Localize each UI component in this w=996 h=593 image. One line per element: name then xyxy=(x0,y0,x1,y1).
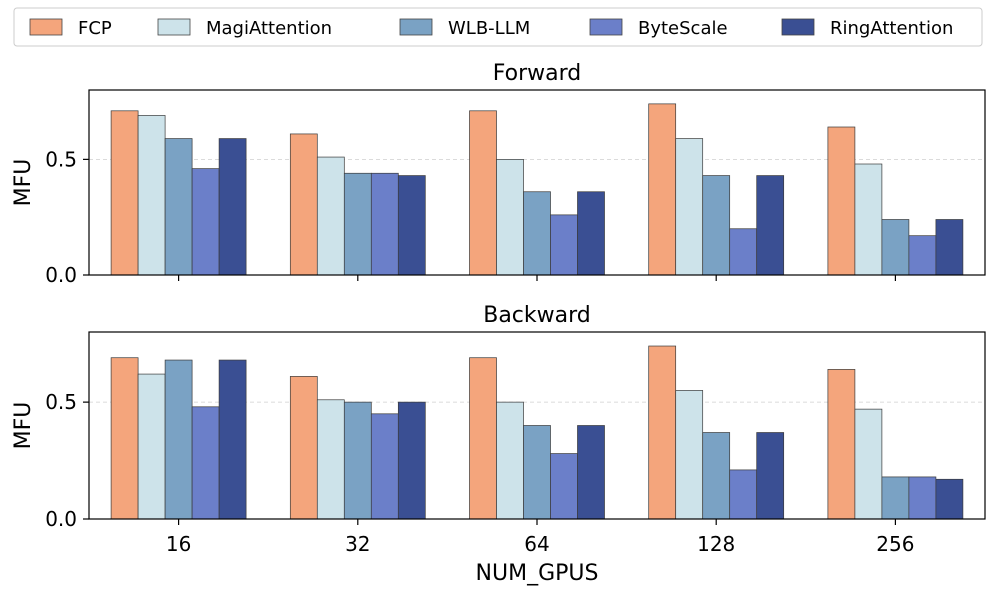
bar-ringattention-32 xyxy=(397,401,426,520)
panel-title: Forward xyxy=(493,61,581,86)
legend-entry-bytescale: ByteScale xyxy=(638,18,728,39)
bar-wlb-llm-256 xyxy=(881,219,910,276)
x-tick-label-256: 256 xyxy=(876,532,914,556)
bar-fcp-32 xyxy=(289,376,318,520)
bar-ringattention-64 xyxy=(577,425,605,520)
bar-fcp-256 xyxy=(827,369,856,520)
bar-magiattention-32 xyxy=(316,399,345,520)
bar-bytescale-128 xyxy=(729,228,758,276)
bar-ringattention-256 xyxy=(935,478,964,520)
y-tick-label: 0.5 xyxy=(45,390,77,414)
bar-wlb-llm-64 xyxy=(523,425,551,520)
bar-wlb-llm-16 xyxy=(164,359,193,520)
bar-magiattention-256 xyxy=(854,408,883,520)
legend-swatch-fcp xyxy=(29,18,63,36)
bar-fcp-128 xyxy=(648,345,677,520)
legend: FCP MagiAttention WLB-LLM ByteScale RingAtte… xyxy=(13,7,983,47)
legend-entry-fcp: FCP xyxy=(78,18,112,39)
panels: 0.0 0.5 Forward MFU 0.0 0.5 16 32 64 128 256 Backwa… xyxy=(11,61,986,556)
bar-wlb-llm-32 xyxy=(343,401,372,520)
bar-bytescale-16 xyxy=(191,406,220,520)
bar-fcp-64 xyxy=(469,110,497,276)
legend-swatch-bytescale xyxy=(589,18,623,36)
panel-backward: 0.0 0.5 16 32 64 128 256 Backward MFU xyxy=(11,303,986,556)
y-tick-label: 0.5 xyxy=(45,147,77,171)
x-tick-label-64: 64 xyxy=(524,532,549,556)
x-tick-label-16: 16 xyxy=(166,532,191,556)
bar-ringattention-32 xyxy=(397,175,426,276)
bar-fcp-128 xyxy=(648,103,677,276)
bar-magiattention-64 xyxy=(496,159,524,276)
bar-magiattention-128 xyxy=(675,138,704,276)
bar-wlb-llm-16 xyxy=(164,138,193,276)
bar-wlb-llm-32 xyxy=(343,172,372,276)
bar-magiattention-16 xyxy=(137,373,166,520)
x-tick-label-32: 32 xyxy=(345,532,370,556)
bar-bytescale-32 xyxy=(370,172,399,276)
legend-entry-magiattention: MagiAttention xyxy=(206,18,332,39)
bar-magiattention-32 xyxy=(316,156,345,276)
bar-fcp-256 xyxy=(827,126,856,276)
bar-bytescale-64 xyxy=(550,214,578,276)
panel-forward: 0.0 0.5 Forward MFU xyxy=(11,61,986,287)
legend-swatch-ringattention xyxy=(781,18,815,36)
bar-bytescale-16 xyxy=(191,168,220,276)
bar-wlb-llm-128 xyxy=(702,432,731,520)
legend-frame xyxy=(13,7,983,47)
bar-bytescale-256 xyxy=(908,235,937,276)
bar-fcp-16 xyxy=(110,110,139,276)
bar-ringattention-16 xyxy=(218,138,247,276)
bar-bytescale-64 xyxy=(550,453,578,520)
legend-entry-wlb-llm: WLB-LLM xyxy=(448,18,530,39)
bar-wlb-llm-256 xyxy=(881,476,910,520)
bar-ringattention-128 xyxy=(756,175,785,276)
bar-ringattention-64 xyxy=(577,191,605,276)
bar-ringattention-256 xyxy=(935,219,964,276)
bar-ringattention-128 xyxy=(756,432,785,520)
bar-ringattention-16 xyxy=(218,359,247,520)
panel-title: Backward xyxy=(483,303,591,328)
bar-wlb-llm-128 xyxy=(702,175,731,276)
x-tick-label-128: 128 xyxy=(697,532,735,556)
y-axis-label: MFU xyxy=(11,402,36,450)
bar-fcp-16 xyxy=(110,357,139,520)
bar-magiattention-16 xyxy=(137,115,166,276)
bar-bytescale-32 xyxy=(370,413,399,520)
bar-bytescale-128 xyxy=(729,469,758,520)
legend-swatch-magiattention xyxy=(157,18,191,36)
y-tick-label: 0.0 xyxy=(45,507,77,531)
bar-fcp-32 xyxy=(289,133,318,276)
legend-swatch-wlb-llm xyxy=(399,18,433,36)
bar-fcp-64 xyxy=(469,357,497,520)
bar-bytescale-256 xyxy=(908,476,937,520)
x-axis-label: NUM_GPUS xyxy=(476,561,599,586)
bar-magiattention-256 xyxy=(854,163,883,276)
bar-magiattention-128 xyxy=(675,390,704,520)
y-tick-label: 0.0 xyxy=(45,263,77,287)
bar-magiattention-64 xyxy=(496,401,524,520)
bar-wlb-llm-64 xyxy=(523,191,551,276)
y-axis-label: MFU xyxy=(11,159,36,207)
legend-entry-ringattention: RingAttention xyxy=(830,18,953,39)
